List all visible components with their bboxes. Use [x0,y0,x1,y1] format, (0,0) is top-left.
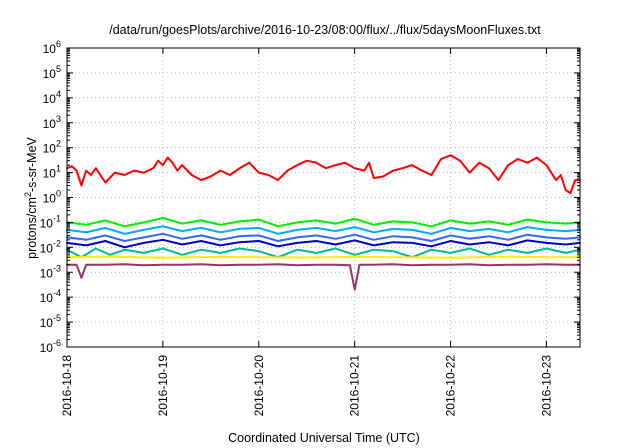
x-tick-labels: 2016-10-18 2016-10-19 2016-10-20 2016-10-21… [60,355,553,417]
y-tick-label: 10-2 [40,238,61,255]
x-tick-label: 2016-10-20 [252,355,266,417]
series-line-5 [66,238,581,249]
y-tick-label: 10-5 [40,313,61,330]
chart-title: /data/run/goesPlots/archive/2016-10-23/0… [109,23,541,37]
grid-layer [67,48,580,347]
y-tick-label: 102 [43,139,61,156]
y-tick-label: 10-6 [40,338,61,355]
plot-frame [66,47,581,348]
y-axis-title-prefix: protons/cm [25,197,39,259]
y-tick-label: 10-3 [40,263,61,280]
y-tick-labels: 10-6 10-5 10-4 10-3 10-2 10-1 100 101 102 103 104 1… [40,39,61,355]
y-tick-label: 101 [43,164,61,181]
series-layer [66,154,581,291]
x-axis-title: Coordinated Universal Time (UTC) [228,431,420,445]
y-axis-title-suffix: -s-sr-MeV [25,136,39,192]
series-line-6 [66,247,581,259]
series-line-3 [66,225,581,235]
series-line-2 [66,217,581,228]
x-tick-label: 2016-10-21 [348,355,362,417]
y-tick-label: 100 [43,189,61,206]
y-tick-label: 105 [43,64,61,81]
series-line-8 [66,263,581,291]
y-axis-title-sup: 2 [23,192,33,197]
y-tick-label: 104 [43,89,61,106]
series-line-4 [66,232,581,242]
y-tick-label: 103 [43,114,61,131]
x-tick-label: 2016-10-18 [60,355,74,417]
x-tick-label: 2016-10-22 [444,355,458,417]
x-tick-label: 2016-10-23 [539,355,553,417]
y-axis-title: protons/cm2-s-sr-MeV [23,136,39,258]
series-line-1 [66,154,581,195]
y-tick-label: 10-1 [40,213,61,230]
y-tick-label: 106 [43,39,61,56]
y-tick-label: 10-4 [40,288,61,305]
series-line-7 [66,255,581,259]
x-tick-label: 2016-10-19 [156,355,170,417]
